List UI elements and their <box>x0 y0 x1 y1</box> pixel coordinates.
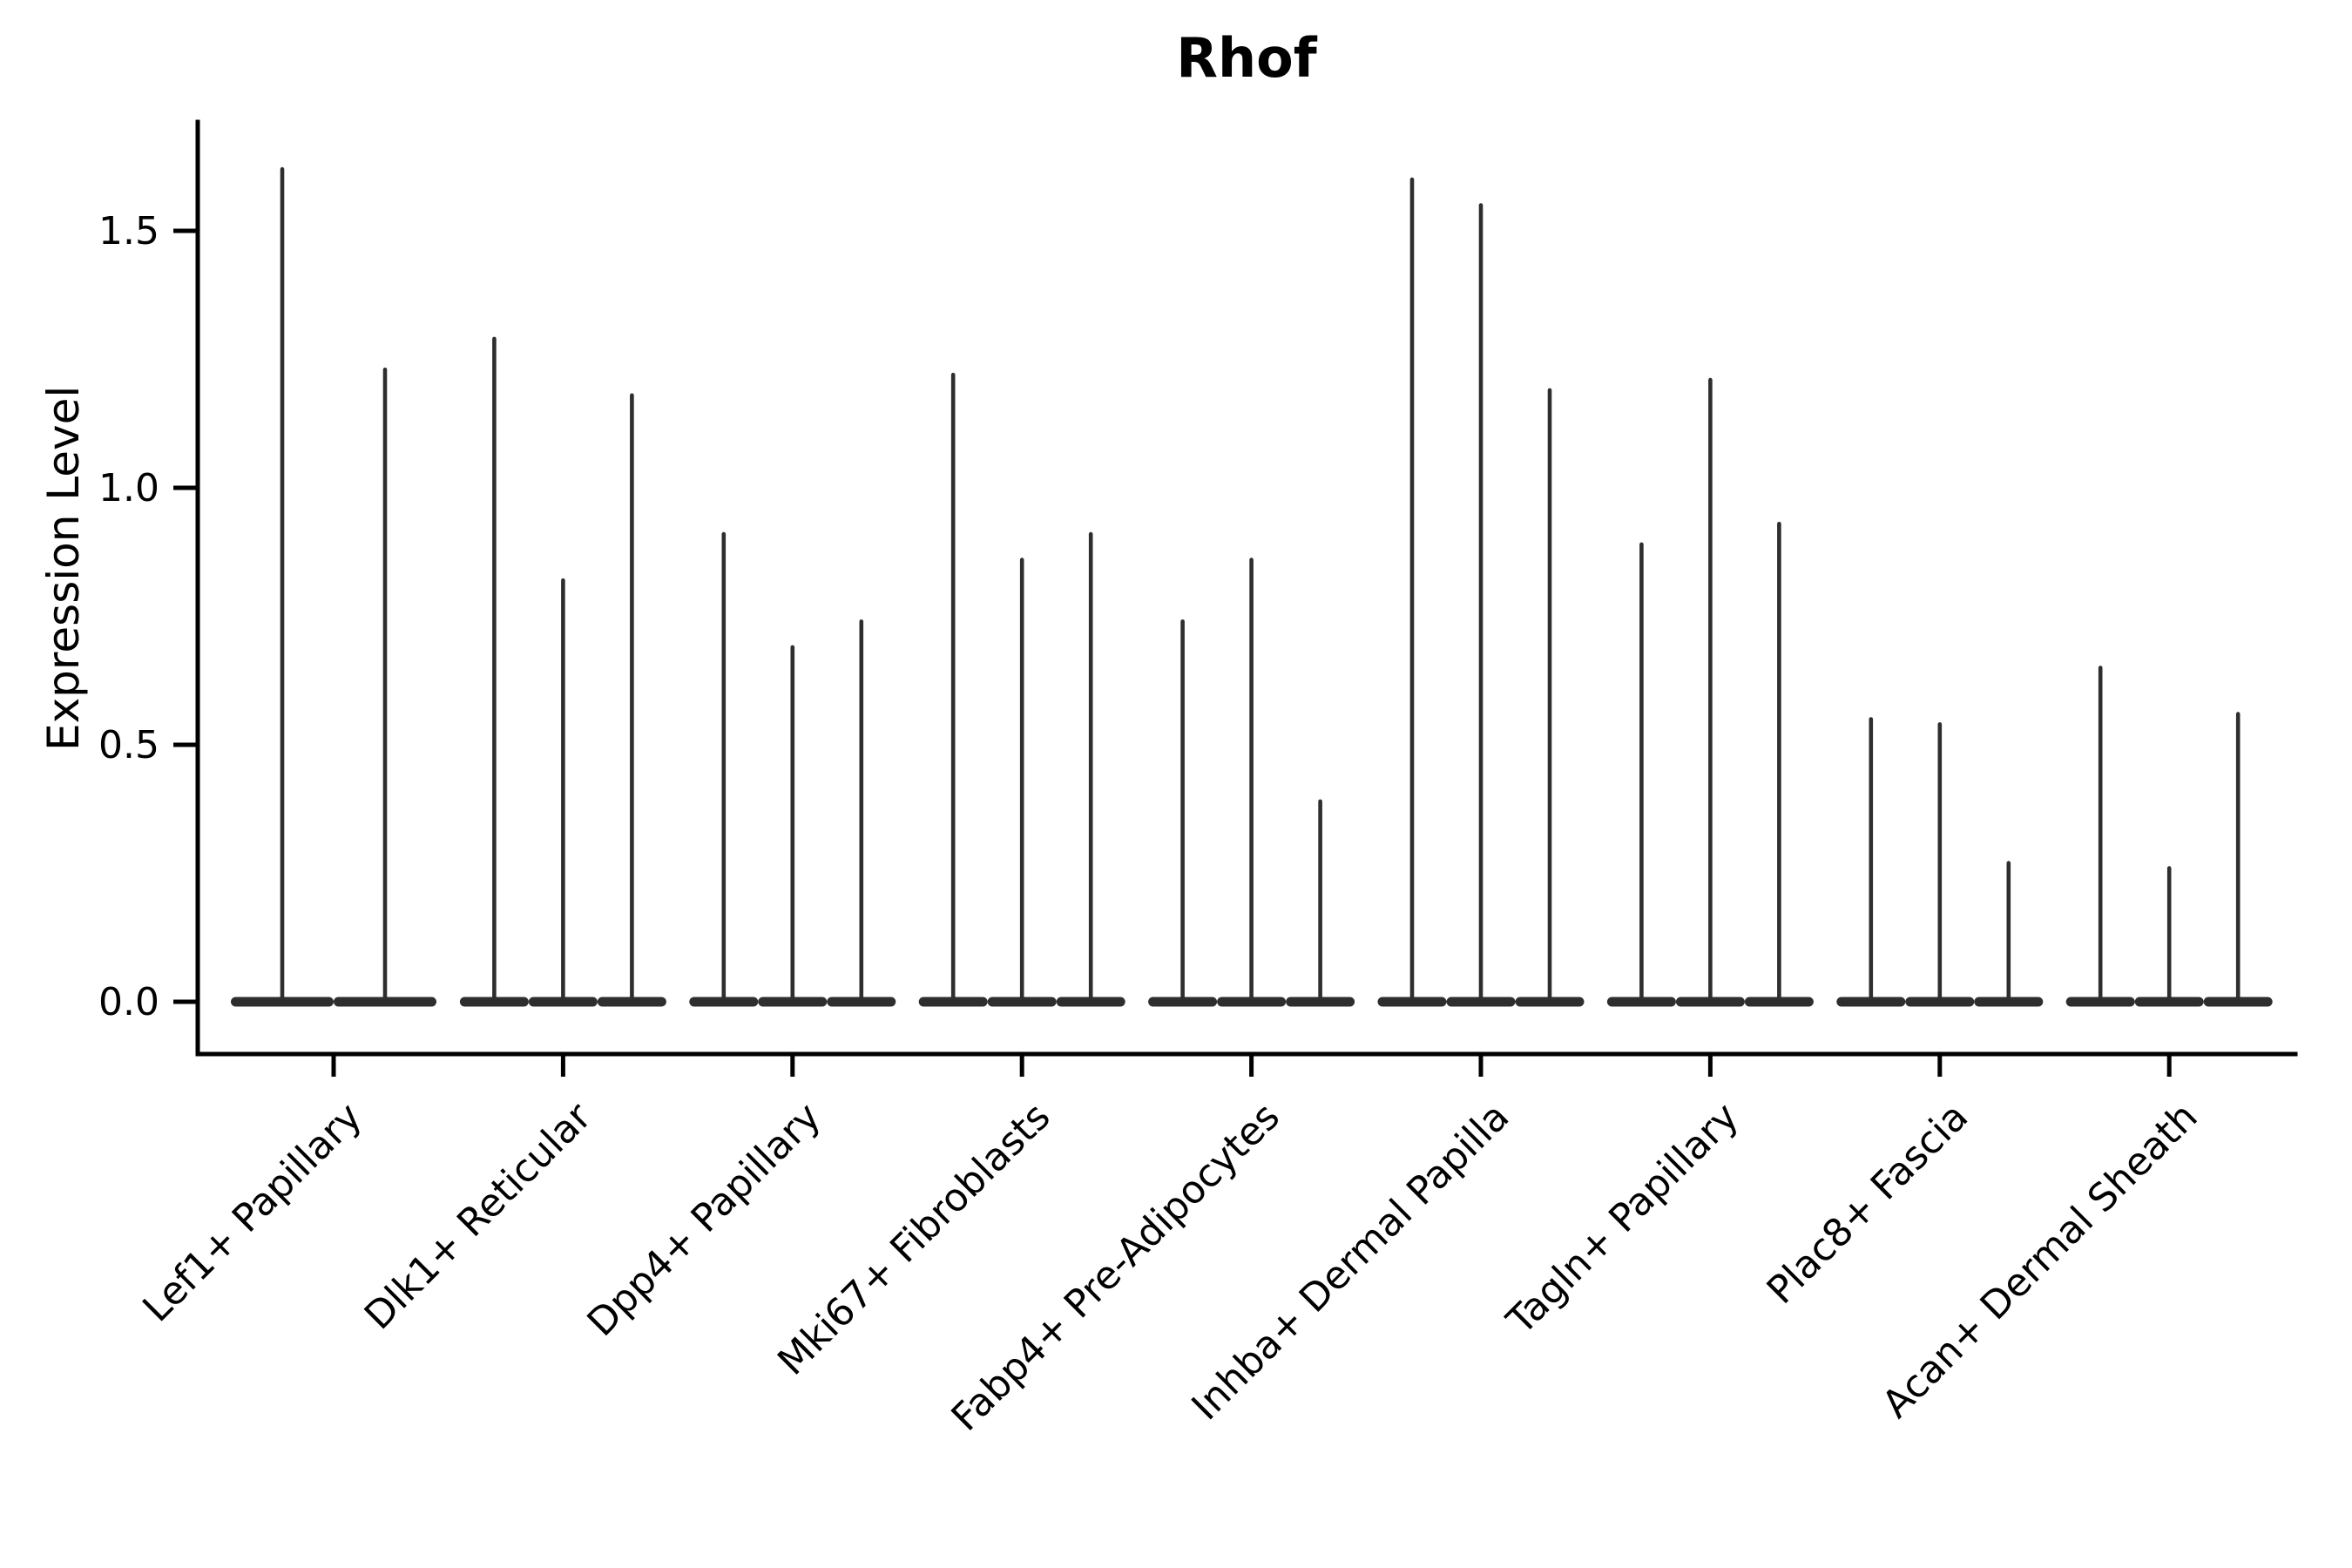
x-tick-label: Tagln+ Papillary <box>1498 1094 1747 1343</box>
x-tick-label: Dpp4+ Papillary <box>579 1094 830 1345</box>
chart-title: Rhof <box>1176 26 1317 90</box>
y-axis-label: Expression Level <box>38 385 89 751</box>
y-tick-label: 1.0 <box>98 466 159 510</box>
x-tick-label: Dlk1+ Reticular <box>356 1094 601 1339</box>
y-tick-label: 0.5 <box>98 723 159 767</box>
y-tick-label: 1.5 <box>98 209 159 253</box>
x-tick-label: Lef1+ Papillary <box>134 1094 370 1330</box>
y-tick-label: 0.0 <box>98 980 159 1024</box>
axis-spines <box>195 119 2298 1057</box>
x-tick-label: Plac8+ Fascia <box>1759 1094 1977 1313</box>
